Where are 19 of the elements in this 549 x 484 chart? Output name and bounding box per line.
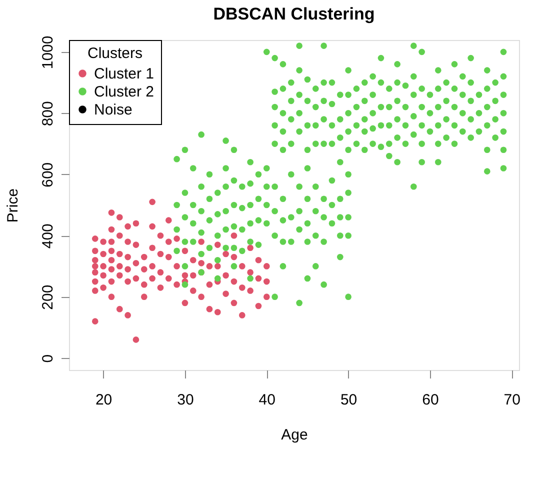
x-tick-label: 50	[340, 392, 358, 408]
x-tick-label: 40	[258, 392, 276, 408]
x-tick-label: 20	[95, 392, 112, 408]
x-tick-label: 70	[504, 392, 520, 408]
y-axis-title: Price	[4, 188, 22, 223]
y-tick-label: 600	[40, 162, 56, 188]
legend-label: Noise	[94, 102, 132, 118]
chart-title: DBSCAN Clustering	[213, 4, 375, 24]
y-tick-label: 200	[40, 284, 56, 310]
x-tick-label: 60	[422, 392, 439, 408]
legend-label: Cluster 1	[94, 66, 154, 82]
x-tick-label: 30	[177, 392, 194, 408]
y-tick-label: 1000	[40, 36, 56, 70]
legend-title: Clusters	[87, 45, 143, 62]
y-tick-label: 0	[40, 354, 56, 363]
y-tick-label: 800	[40, 101, 56, 126]
y-tick-label: 400	[40, 224, 56, 249]
x-axis-title: Age	[281, 426, 308, 444]
legend-label: Cluster 2	[94, 84, 154, 100]
